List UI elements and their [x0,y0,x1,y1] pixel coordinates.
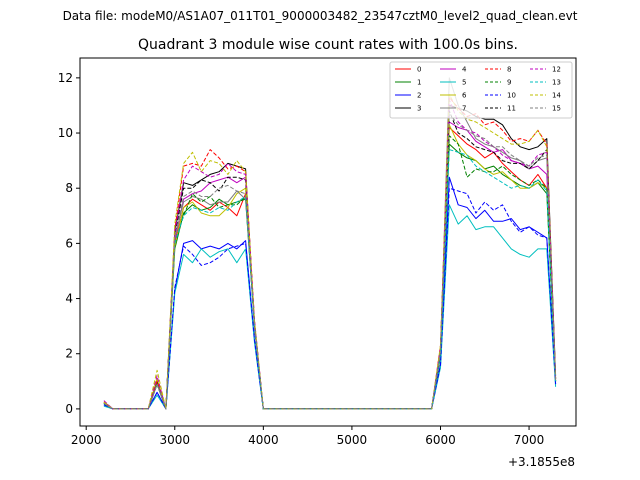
legend-label-6: 6 [462,92,467,100]
figure-suptitle: Data file: modeM0/AS1A07_011T01_90000034… [63,9,578,23]
x-tick-label: 7000 [514,433,545,447]
series-line-14 [103,93,557,410]
series-lines [103,77,557,410]
series-line-9 [103,135,557,410]
legend-label-8: 8 [507,66,511,74]
y-tick-label: 6 [65,236,73,250]
series-line-1 [103,143,557,410]
x-tick-label: 6000 [425,433,456,447]
y-tick-label: 2 [65,347,73,361]
legend-label-14: 14 [552,92,561,100]
y-tick-label: 10 [58,126,73,140]
x-tick-label: 2000 [71,433,102,447]
legend-label-11: 11 [507,105,516,113]
series-line-4 [103,121,557,410]
series-line-7 [103,77,557,410]
legend-label-7: 7 [462,105,466,113]
legend-label-0: 0 [417,66,421,74]
y-tick-label: 12 [58,71,73,85]
legend-label-10: 10 [507,92,516,100]
legend-label-13: 13 [552,79,561,87]
series-line-15 [103,113,557,410]
legend-box [389,61,573,119]
plot-area [79,57,577,427]
y-tick-label: 8 [65,181,73,195]
chart-title: Quadrant 3 module wise count rates with … [138,37,518,53]
series-line-12 [103,99,557,410]
x-tick-label: 5000 [337,433,368,447]
series-line-8 [103,96,557,410]
x-tick-label: 4000 [248,433,279,447]
series-line-0 [103,127,557,410]
legend-label-4: 4 [462,66,467,74]
y-tick-label: 4 [65,292,73,306]
legend-label-15: 15 [552,105,561,113]
legend-label-12: 12 [552,66,561,74]
y-tick-label: 0 [65,402,73,416]
legend-label-3: 3 [417,105,421,113]
legend-label-5: 5 [462,79,466,87]
legend-label-9: 9 [507,79,511,87]
series-line-10 [103,187,557,410]
legend-label-1: 1 [417,79,421,87]
x-tick-label: 3000 [159,433,190,447]
legend-label-2: 2 [417,92,421,100]
x-offset-label: +3.1855e8 [508,455,575,469]
